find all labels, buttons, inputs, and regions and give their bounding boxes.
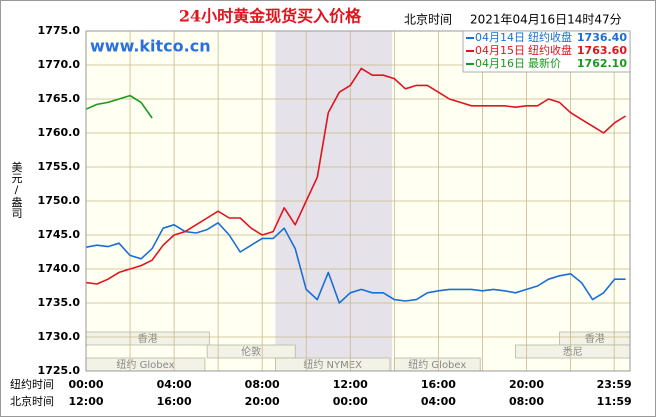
legend-value: 1762.10	[577, 57, 627, 70]
legend-name: 04月14日	[475, 31, 525, 44]
y-tick-label: 1745.0	[38, 228, 81, 241]
timestamp: 2021年04月16日14时47分	[470, 13, 622, 27]
legend-value: 1736.40	[577, 31, 627, 44]
legend-name: 04月16日	[475, 57, 525, 70]
x-tick-label: 20:00	[509, 378, 544, 391]
session-label: 香港	[138, 333, 158, 345]
y-tick-label: 1760.0	[38, 126, 81, 139]
y-tick-label: 1765.0	[38, 92, 81, 105]
time-label: 北京时间	[404, 13, 452, 27]
chart-title: 24小时黄金现货买入价格	[179, 7, 362, 26]
session-label: 悉尼	[563, 346, 583, 358]
session-label: 纽约 Globex	[408, 358, 466, 371]
x2-tick-label: 04:00	[421, 395, 456, 408]
legend-name: 04月15日	[475, 44, 525, 57]
x-tick-label: 16:00	[421, 378, 456, 391]
y-tick-label: 1740.0	[38, 262, 81, 275]
session-label: 伦敦	[241, 345, 261, 358]
x2-tick-label: 11:59	[597, 395, 632, 408]
x-row-label: 纽约时间	[10, 377, 54, 391]
legend-value: 1763.60	[577, 44, 627, 57]
x-tick-label: 08:00	[245, 378, 280, 391]
legend-label: 最新价	[528, 56, 561, 70]
session-label: 纽约 Globex	[116, 358, 174, 371]
legend-label: 纽约收盘	[528, 30, 572, 44]
session-label: 纽约 NYMEX	[303, 358, 362, 371]
series-line	[85, 94, 153, 119]
x2-tick-label: 00:00	[333, 395, 368, 408]
x-tick-label: 00:00	[68, 378, 103, 391]
x2-tick-label: 12:00	[68, 395, 103, 408]
legend-box	[462, 30, 631, 73]
y-tick-label: 1730.0	[38, 330, 81, 343]
y-tick-label: 1750.0	[38, 194, 81, 207]
y-tick-label: 1725.0	[38, 364, 81, 377]
x-tick-label: 04:00	[157, 378, 192, 391]
y-tick-label: 1775.0	[38, 24, 81, 37]
y-tick-label: 1770.0	[38, 58, 81, 71]
x2-tick-label: 08:00	[509, 395, 544, 408]
x2-row-label: 北京时间	[10, 394, 54, 408]
watermark: www.kitco.cn	[90, 37, 211, 56]
x-tick-label: 23:59	[597, 378, 632, 391]
y-tick-label: 1755.0	[38, 160, 81, 173]
y-tick-label: 1735.0	[38, 296, 81, 309]
series-line	[85, 67, 627, 285]
x2-tick-label: 20:00	[245, 395, 280, 408]
legend-label: 纽约收盘	[528, 43, 572, 57]
session-label: 香港	[585, 333, 605, 345]
session-box	[206, 344, 296, 359]
x-tick-label: 12:00	[333, 378, 368, 391]
y-axis-label: 美元/盎司	[10, 161, 23, 218]
x2-tick-label: 16:00	[157, 395, 192, 408]
plot-border	[85, 30, 631, 372]
series-line	[85, 222, 626, 304]
